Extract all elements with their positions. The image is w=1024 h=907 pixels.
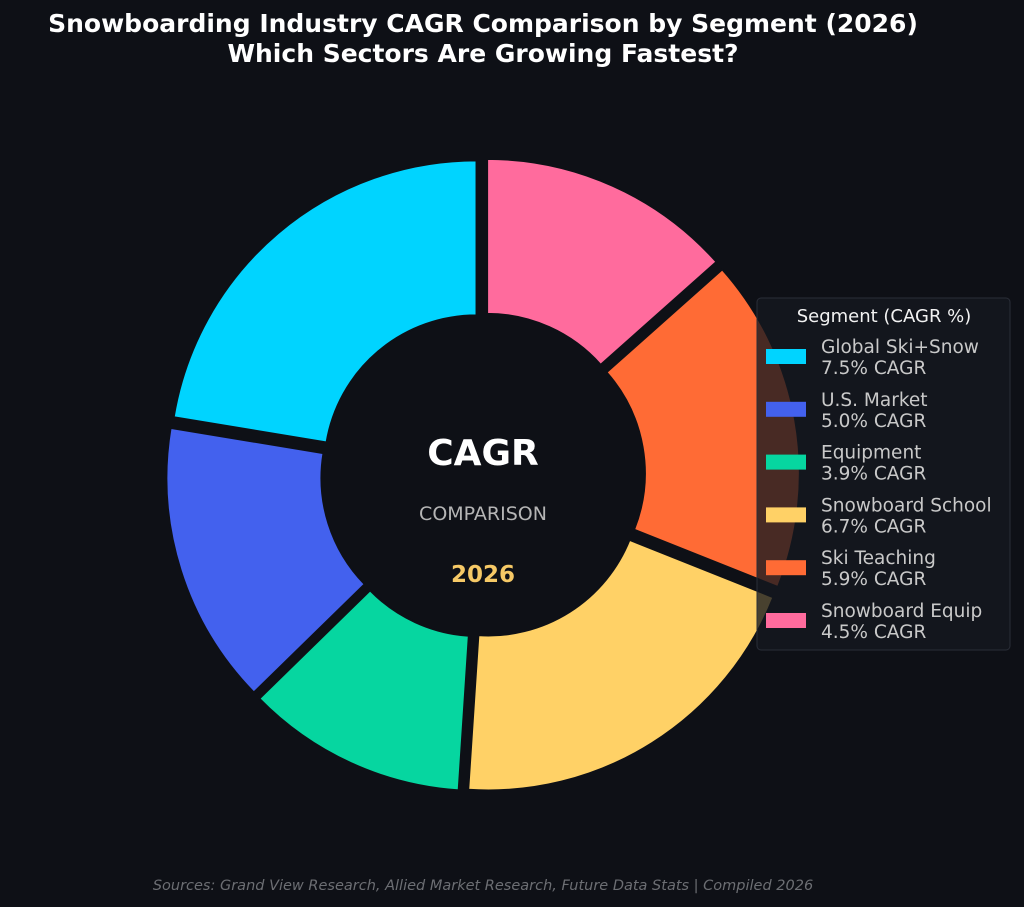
legend-label: U.S. Market [821,390,928,411]
legend-swatch [766,349,806,364]
legend-box [756,297,1011,651]
legend-title: Segment (CAGR %) [797,306,972,327]
chart-subtitle: Which Sectors Are Growing Fastest? [227,39,738,68]
legend-value: 7.5% CAGR [821,358,926,379]
legend-label: Ski Teaching [821,548,936,569]
legend-value: 5.9% CAGR [821,569,926,590]
legend-swatch [766,560,806,576]
legend-value: 4.5% CAGR [821,622,926,643]
legend-label: Equipment [821,443,921,464]
chart-title: Snowboarding Industry CAGR Comparison by… [48,9,918,38]
donut-slices [165,157,801,792]
legend-swatch [766,507,806,523]
source-footnote: Sources: Grand View Research, Allied Mar… [153,878,813,894]
center-label-sub: COMPARISON [419,503,547,525]
legend-swatch [766,613,806,628]
center-label-main: CAGR [427,433,539,474]
legend-value: 3.9% CAGR [821,464,926,485]
legend-value: 6.7% CAGR [821,516,926,537]
slice-equipment [257,588,470,792]
center-label-year: 2026 [451,562,515,588]
legend-label: Snowboard Equip [821,601,982,622]
slice-snowboard-equip [486,157,718,367]
legend-value: 5.0% CAGR [821,411,926,432]
slice-global-ski-snow [172,159,478,444]
legend-swatch [766,454,806,470]
legend-label: Snowboard School [821,495,992,516]
legend-swatch [766,401,806,417]
slice-u-s-market [165,426,367,694]
legend-label: Global Ski+Snow [821,337,979,358]
